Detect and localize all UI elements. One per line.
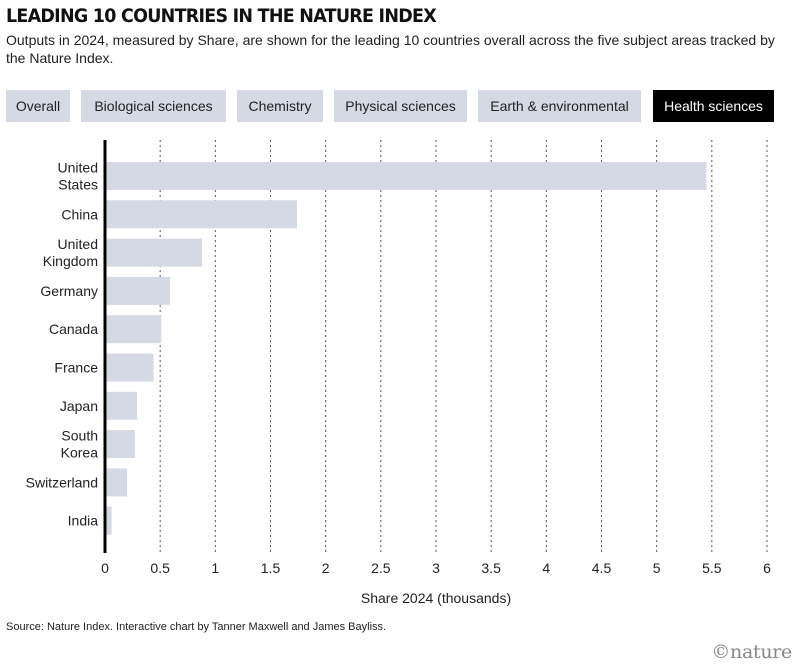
category-label: Japan: [60, 398, 98, 414]
x-tick-label: 4.5: [592, 560, 612, 576]
bar[interactable]: [105, 200, 297, 229]
bar[interactable]: [105, 162, 707, 190]
tab-earth-environmental[interactable]: Earth & environmental: [478, 90, 641, 122]
category-label: South Korea: [61, 428, 99, 461]
bar[interactable]: [105, 315, 162, 344]
bars: [105, 162, 707, 535]
category-label: United States: [58, 160, 98, 193]
x-tick-label: 1: [211, 560, 219, 576]
x-tick-label: 2.5: [371, 560, 391, 576]
chart-title: LEADING 10 COUNTRIES IN THE NATURE INDEX: [6, 5, 437, 27]
x-tick-label: 0: [101, 560, 109, 576]
tab-biological-sciences[interactable]: Biological sciences: [81, 90, 226, 122]
tab-physical-sciences[interactable]: Physical sciences: [334, 90, 467, 122]
x-tick-label: 3: [432, 560, 440, 576]
x-tick-label: 5.5: [702, 560, 722, 576]
bar-chart: United States China United Kingdom Germany Can…: [26, 140, 771, 606]
x-tick-labels: 0 0.5 1 1.5 2 2.5 3 3.5 4 4.5 5 5.5 6: [101, 560, 771, 576]
category-labels: United States China United Kingdom Germany Can…: [26, 160, 99, 529]
x-tick-label: 0.5: [150, 560, 170, 576]
bar[interactable]: [105, 276, 171, 305]
nature-logo: ©nature: [711, 641, 792, 663]
category-label: France: [54, 360, 98, 376]
x-tick-label: 4: [542, 560, 550, 576]
source-note: Source: Nature Index. Interactive chart …: [6, 621, 387, 633]
category-label: Germany: [40, 283, 98, 299]
bar[interactable]: [105, 353, 154, 382]
bar[interactable]: [105, 238, 203, 267]
tab-chemistry[interactable]: Chemistry: [237, 90, 323, 122]
category-label: Canada: [49, 321, 98, 337]
bar[interactable]: [105, 391, 137, 420]
x-axis-title: Share 2024 (thousands): [361, 590, 511, 606]
x-tick-label: 6: [763, 560, 771, 576]
x-tick-label: 5: [653, 560, 661, 576]
x-tick-label: 3.5: [481, 560, 501, 576]
tab-health-sciences[interactable]: Health sciences: [653, 90, 774, 122]
bar[interactable]: [105, 468, 128, 497]
chart-subtitle: Outputs in 2024, measured by Share, are …: [6, 32, 775, 66]
category-label: Switzerland: [26, 474, 98, 490]
category-label: United Kingdom: [43, 236, 98, 269]
x-tick-label: 2: [322, 560, 330, 576]
gridlines: [159, 140, 768, 553]
category-label: India: [68, 513, 99, 529]
x-tick-label: 1.5: [261, 560, 281, 576]
category-label: China: [61, 206, 98, 222]
bar[interactable]: [105, 430, 135, 459]
bar[interactable]: [105, 506, 112, 535]
tab-overall[interactable]: Overall: [6, 90, 70, 122]
